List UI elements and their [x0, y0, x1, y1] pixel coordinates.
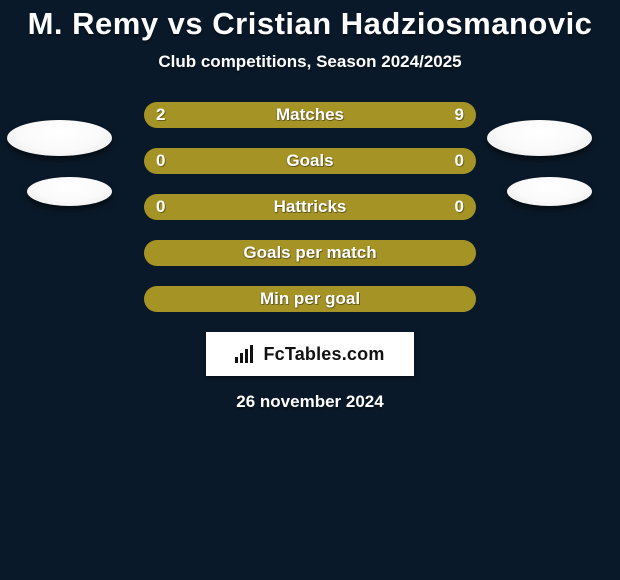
page-title: M. Remy vs Cristian Hadziosmanovic: [0, 0, 620, 42]
player-right-avatar: [487, 120, 592, 156]
source-badge[interactable]: FcTables.com: [206, 332, 414, 376]
bar-chart-icon: [235, 345, 257, 363]
stat-label: Matches: [144, 102, 476, 128]
comparison-area: 29Matches 00Goals 00Hattricks Goals per mat…: [0, 102, 620, 412]
page-subtitle: Club competitions, Season 2024/2025: [0, 52, 620, 72]
stat-row-goals-per-match: Goals per match: [144, 240, 476, 266]
stat-row-hattricks: 00Hattricks: [144, 194, 476, 220]
player-left-avatar: [7, 120, 112, 156]
stat-row-matches: 29Matches: [144, 102, 476, 128]
stat-label: Min per goal: [144, 286, 476, 312]
stat-label: Hattricks: [144, 194, 476, 220]
player-left-avatar-alt: [27, 177, 112, 206]
stat-row-min-per-goal: Min per goal: [144, 286, 476, 312]
snapshot-date: 26 november 2024: [0, 392, 620, 412]
stat-row-goals: 00Goals: [144, 148, 476, 174]
stat-label: Goals: [144, 148, 476, 174]
source-badge-text: FcTables.com: [263, 344, 384, 365]
stat-label: Goals per match: [144, 240, 476, 266]
player-right-avatar-alt: [507, 177, 592, 206]
